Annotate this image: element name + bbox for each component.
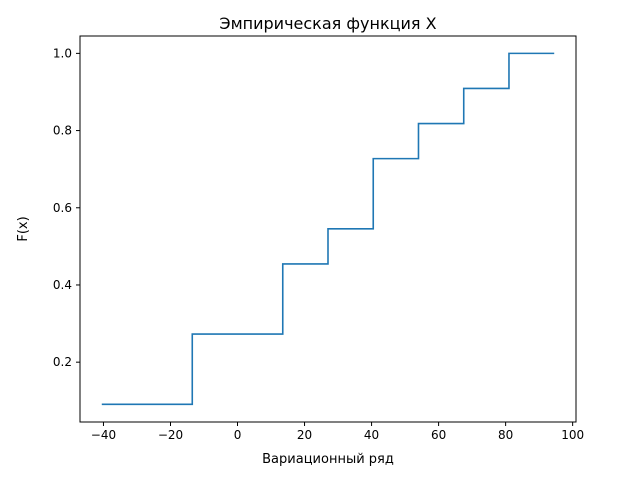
x-tick-label: 80 <box>498 428 513 442</box>
ticks-layer: −40 −20 0 20 40 60 80 100 0.2 0.4 0.6 0.8 1.0 <box>53 46 584 442</box>
chart-title: Эмпирическая функция X <box>219 14 436 33</box>
x-tick-label: 100 <box>561 428 584 442</box>
x-axis-label: Вариационный ряд <box>262 452 394 467</box>
cdf-step-line <box>101 52 555 406</box>
y-tick-label: 0.6 <box>53 201 72 215</box>
x-tick-label: −20 <box>158 428 183 442</box>
y-tick-label: 1.0 <box>53 46 72 60</box>
plot-frame <box>79 35 577 423</box>
plot-layer <box>101 52 555 406</box>
y-tick-label: 0.4 <box>53 278 72 292</box>
y-axis-label: F(x) <box>16 216 31 241</box>
x-tick-label: 0 <box>234 428 242 442</box>
y-tick-label: 0.2 <box>53 355 72 369</box>
x-tick-label: 40 <box>364 428 379 442</box>
y-tick-label: 0.8 <box>53 124 72 138</box>
x-tick-label: 60 <box>431 428 446 442</box>
x-tick-label: −40 <box>91 428 116 442</box>
x-tick-label: 20 <box>297 428 312 442</box>
